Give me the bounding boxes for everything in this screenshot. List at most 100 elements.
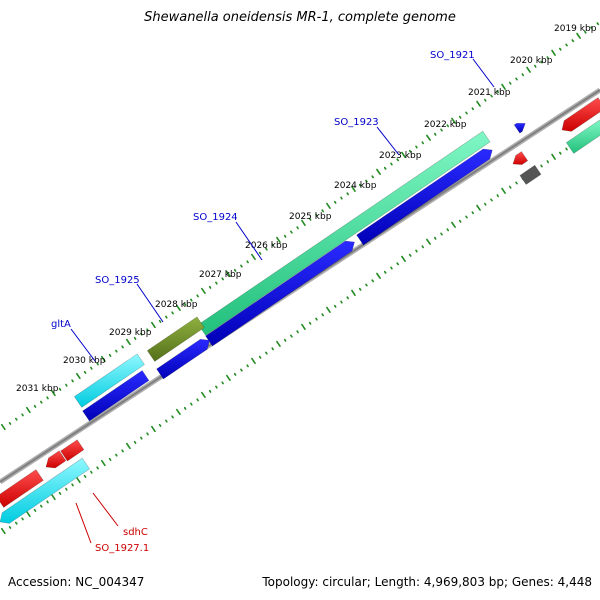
scale-tick	[265, 247, 268, 251]
scale-tick	[583, 30, 587, 34]
scale-tick	[33, 404, 37, 408]
scale-tick	[451, 221, 456, 228]
scale-tick	[376, 168, 381, 175]
scale-tick	[558, 47, 562, 51]
scale-tick	[126, 338, 131, 346]
kbp-label: 2021 kbp	[468, 88, 511, 98]
scale-tick	[540, 164, 543, 168]
kbp-label: 2024 kbp	[334, 181, 377, 191]
scale-tick	[25, 406, 31, 414]
scale-tick	[208, 285, 212, 289]
scale-tick	[351, 185, 356, 192]
scale-tick	[358, 183, 362, 187]
scale-tick	[476, 100, 481, 107]
gene-so1925-blue	[156, 338, 210, 380]
scale-tick	[283, 234, 287, 238]
scale-tick	[121, 449, 124, 453]
scale-tick	[183, 302, 187, 306]
scale-tick	[276, 236, 281, 243]
scale-tick	[365, 283, 368, 287]
scale-tick	[546, 160, 550, 164]
scale-tick	[39, 400, 43, 404]
scale-tick	[39, 504, 43, 508]
scale-tick	[115, 349, 118, 353]
scale-tick	[308, 321, 312, 325]
scale-tick	[290, 230, 293, 234]
scale-tick	[465, 215, 468, 219]
scale-tick	[346, 296, 350, 300]
scale-tick	[490, 198, 493, 202]
gene-label-so1923: SO_1923	[334, 117, 379, 128]
scale-tick	[226, 374, 231, 382]
gene-label-so1921: SO_1921	[430, 50, 475, 61]
scale-tick	[346, 192, 350, 196]
scale-tick	[501, 83, 506, 90]
scale-tick	[251, 357, 256, 365]
scale-tick	[76, 372, 81, 380]
scale-tick	[196, 398, 199, 402]
scale-tick	[490, 94, 493, 98]
scale-tick	[383, 270, 387, 274]
gene-label-so1924: SO_1924	[193, 212, 238, 223]
scale-tick	[326, 306, 331, 314]
scale-tick	[258, 355, 262, 359]
scale-tick	[133, 336, 137, 340]
scale-tick	[590, 26, 593, 30]
scale-tick	[151, 321, 156, 329]
scale-tick	[83, 474, 87, 478]
scale-tick	[226, 270, 231, 278]
scale-tick	[151, 425, 156, 433]
scale-tick	[208, 389, 212, 393]
scale-tick	[271, 243, 274, 247]
scale-tick	[165, 419, 168, 423]
kbp-label: 2029 kbp	[109, 328, 152, 338]
scale-tick	[240, 368, 243, 372]
scale-tick	[508, 185, 512, 189]
scale-tick	[46, 500, 49, 504]
gene-grey	[519, 164, 542, 185]
gene-label-leaders	[70, 58, 495, 544]
scale-tick	[8, 421, 12, 425]
scale-tick	[396, 158, 400, 162]
kbp-label: 2023 kbp	[379, 151, 422, 161]
scale-tick	[171, 311, 174, 315]
scale-tick	[333, 304, 337, 308]
gene-red-small-1	[45, 450, 67, 469]
scale-tick	[90, 366, 93, 370]
scale-tick	[501, 187, 506, 194]
scale-tick	[215, 385, 218, 389]
scale-tick	[15, 417, 18, 421]
scale-tick	[58, 387, 62, 391]
scale-tick	[333, 200, 337, 204]
gene-glta-cyan	[73, 353, 145, 408]
scale-tick	[240, 264, 243, 268]
scale-tick	[440, 128, 443, 132]
scale-tick	[365, 179, 368, 183]
scale-tick	[265, 351, 268, 355]
scale-tick	[383, 166, 387, 170]
scale-tick	[133, 440, 137, 444]
scale-tick	[21, 517, 24, 521]
gene-so1923-green	[197, 130, 491, 336]
scale-tick	[540, 60, 543, 64]
scale-tick	[471, 107, 475, 111]
gene-red-right-small	[512, 151, 529, 165]
scale-tick	[390, 266, 393, 270]
scale-tick	[526, 66, 531, 73]
scale-tick	[426, 238, 431, 245]
scale-tick	[233, 372, 237, 376]
kbp-label: 2031 kbp	[16, 384, 59, 394]
scale-tick	[165, 315, 168, 319]
scale-tick	[533, 64, 537, 68]
map-title: Shewanella oneidensis MR-1, complete gen…	[144, 10, 456, 25]
scale-tick	[46, 396, 49, 400]
kbp-label: 2027 kbp	[199, 270, 242, 280]
scale-tick	[33, 508, 37, 512]
scale-tick	[308, 217, 312, 221]
scale-tick	[408, 149, 412, 153]
scale-tick	[290, 334, 293, 338]
scale-tick	[315, 317, 318, 321]
scale-tick	[358, 287, 362, 291]
kbp-label: 2026 kbp	[245, 241, 288, 251]
scale-tick	[146, 432, 149, 436]
